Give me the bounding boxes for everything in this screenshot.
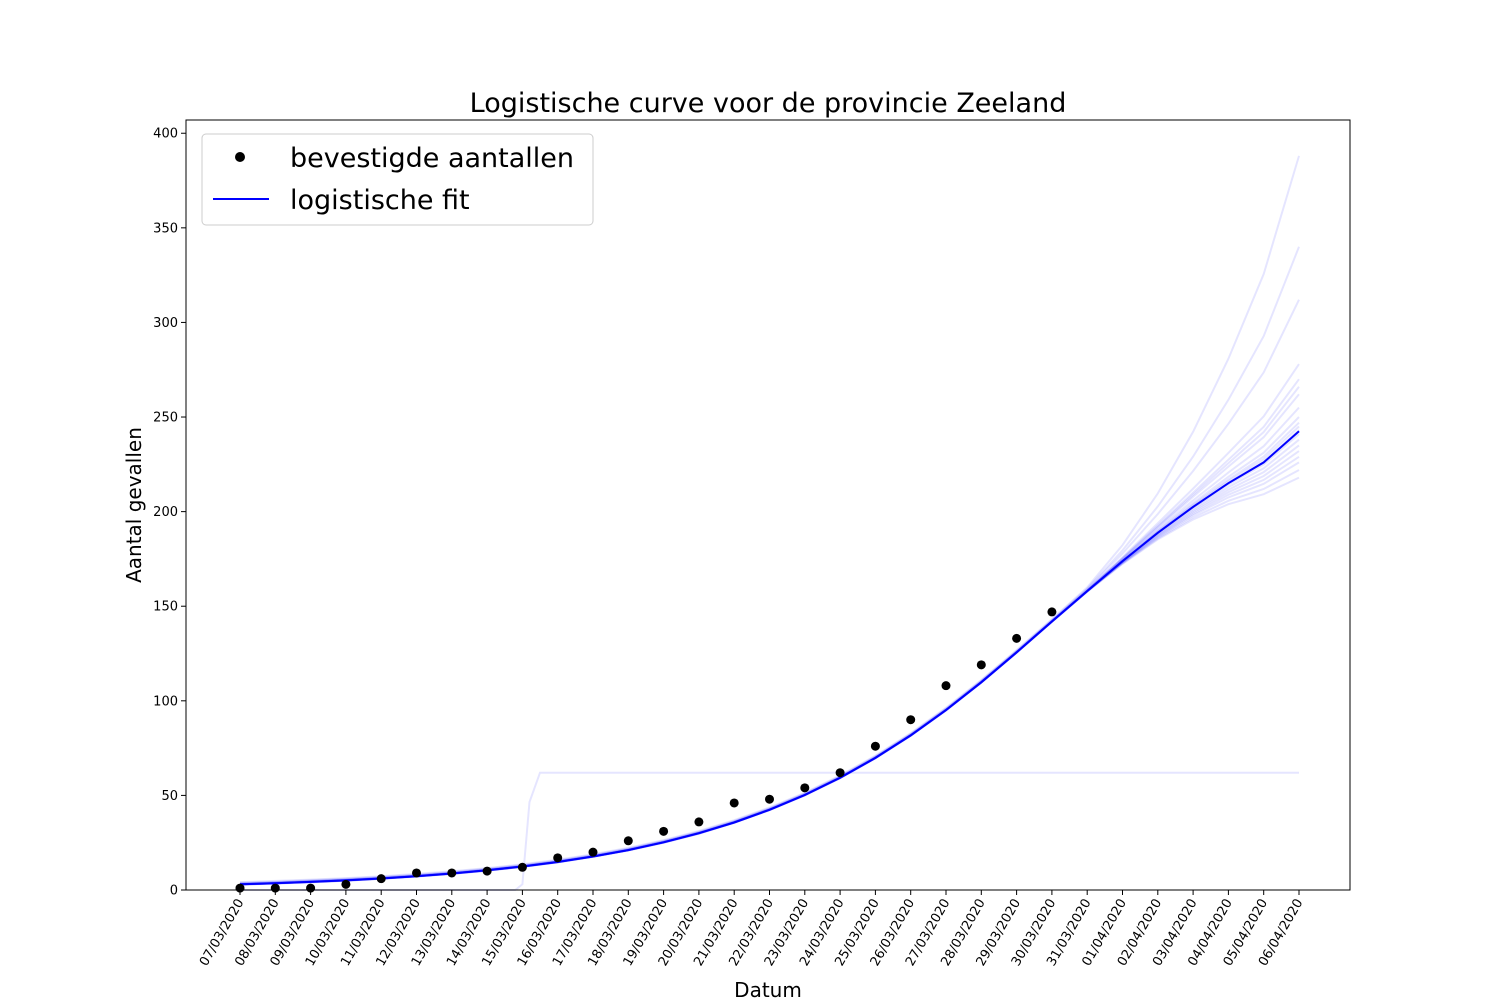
bootstrap-fit-line bbox=[239, 450, 1300, 886]
legend-marker-dot bbox=[235, 152, 245, 162]
data-point bbox=[765, 794, 774, 804]
data-point bbox=[341, 879, 351, 889]
bootstrap-fit-line bbox=[239, 438, 1300, 886]
x-axis: 07/03/202008/03/202009/03/202010/03/2020… bbox=[197, 890, 1306, 969]
legend-label-fit: logistische fit bbox=[290, 185, 470, 216]
bootstrap-fit-line bbox=[239, 363, 1300, 885]
y-axis-label: Aantal gevallen bbox=[122, 427, 146, 583]
chart-title: Logistische curve voor de provincie Zeel… bbox=[470, 88, 1067, 119]
bootstrap-fit-line bbox=[239, 416, 1300, 886]
y-tick-label: 50 bbox=[161, 789, 178, 804]
data-point bbox=[659, 826, 669, 836]
data-point bbox=[623, 836, 633, 846]
x-axis-label: Datum bbox=[734, 978, 802, 1000]
data-point bbox=[517, 862, 527, 872]
axes-frame bbox=[185, 119, 1351, 891]
data-point bbox=[694, 817, 704, 827]
data-point bbox=[941, 681, 951, 691]
bootstrap-fit-line bbox=[239, 476, 1300, 886]
bootstrap-fit-line bbox=[239, 444, 1300, 886]
bootstrap-fit-line bbox=[239, 469, 1300, 886]
data-point bbox=[800, 783, 810, 793]
bootstrap-fit-line bbox=[239, 425, 1300, 886]
y-tick-label: 350 bbox=[153, 221, 178, 236]
y-tick-label: 150 bbox=[153, 600, 178, 615]
bootstrap-fits bbox=[239, 155, 1300, 891]
data-point bbox=[976, 660, 986, 670]
plot-area bbox=[235, 155, 1300, 893]
bootstrap-fit-line bbox=[239, 461, 1300, 886]
bootstrap-fit-plateau-line bbox=[240, 771, 1299, 891]
fit-line bbox=[239, 430, 1300, 886]
bootstrap-fit-line bbox=[239, 421, 1300, 886]
data-point bbox=[553, 853, 563, 863]
data-point bbox=[1012, 633, 1022, 643]
data-point bbox=[376, 874, 386, 884]
data-point bbox=[588, 847, 598, 857]
bootstrap-fit-line bbox=[239, 433, 1300, 886]
y-tick-label: 0 bbox=[170, 884, 178, 899]
data-point bbox=[729, 798, 739, 808]
y-tick-label: 100 bbox=[153, 694, 178, 709]
data-point bbox=[835, 768, 845, 778]
y-tick-label: 250 bbox=[153, 411, 178, 426]
bootstrap-fit-line bbox=[239, 246, 1300, 884]
data-point bbox=[870, 741, 880, 751]
y-axis: 0 50 100 150 200 250 300 350 400 bbox=[153, 127, 186, 899]
legend: bevestigde aantallen logistische fit bbox=[201, 133, 594, 226]
data-point bbox=[1047, 607, 1057, 617]
y-tick-label: 300 bbox=[153, 316, 178, 331]
legend-box bbox=[201, 133, 594, 226]
bootstrap-fit-line bbox=[239, 429, 1300, 886]
y-tick-label: 400 bbox=[153, 127, 178, 142]
y-tick-label: 200 bbox=[153, 505, 178, 520]
data-point bbox=[482, 866, 492, 876]
legend-label-confirmed: bevestigde aantallen bbox=[290, 143, 574, 174]
data-point bbox=[447, 868, 457, 878]
data-point bbox=[412, 868, 421, 878]
bootstrap-fit-line bbox=[239, 406, 1300, 886]
data-point bbox=[906, 715, 916, 725]
